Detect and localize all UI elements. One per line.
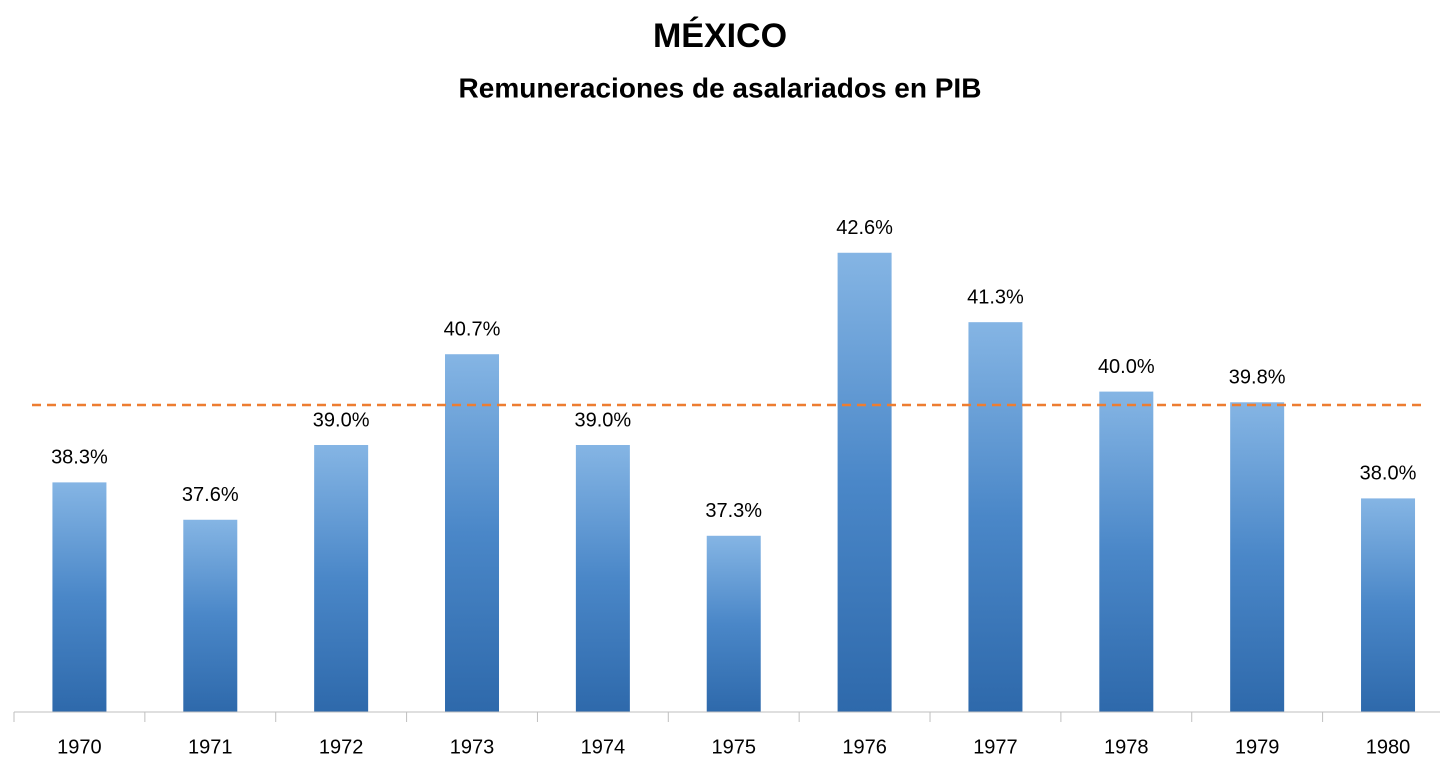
x-tick-label: 1980	[1366, 736, 1411, 758]
x-tick-label: 1979	[1235, 736, 1280, 758]
chart-subtitle: Remuneraciones de asalariados en PIB	[459, 72, 982, 103]
bar	[183, 519, 238, 712]
chart-title: MÉXICO	[653, 17, 787, 55]
bar	[1361, 498, 1416, 712]
bar	[445, 354, 500, 712]
bar	[706, 535, 761, 712]
x-tick-label: 1976	[842, 736, 887, 758]
x-tick-label: 1974	[581, 736, 626, 758]
bar	[1230, 402, 1285, 712]
bar	[837, 252, 892, 712]
x-tick-label: 1978	[1104, 736, 1149, 758]
data-label: 42.6%	[836, 217, 893, 239]
x-tick-label: 1977	[973, 736, 1018, 758]
data-label: 38.3%	[51, 447, 108, 469]
bar	[314, 445, 369, 712]
bar	[575, 445, 630, 712]
bar	[1099, 391, 1154, 712]
x-tick-label: 1970	[57, 736, 102, 758]
data-label: 39.0%	[313, 409, 370, 431]
x-tick-label: 1972	[319, 736, 364, 758]
data-label: 37.3%	[705, 500, 762, 522]
data-label: 40.7%	[444, 319, 501, 341]
data-label: 39.0%	[575, 409, 632, 431]
data-label: 39.8%	[1229, 367, 1286, 389]
data-label: 41.3%	[967, 286, 1024, 308]
x-tick-label: 1973	[450, 736, 495, 758]
data-label: 40.0%	[1098, 356, 1155, 378]
x-tick-label: 1971	[188, 736, 233, 758]
bar	[52, 482, 107, 712]
bar	[968, 322, 1023, 712]
data-label: 38.0%	[1360, 463, 1417, 485]
data-label: 37.6%	[182, 484, 239, 506]
x-tick-label: 1975	[711, 736, 756, 758]
